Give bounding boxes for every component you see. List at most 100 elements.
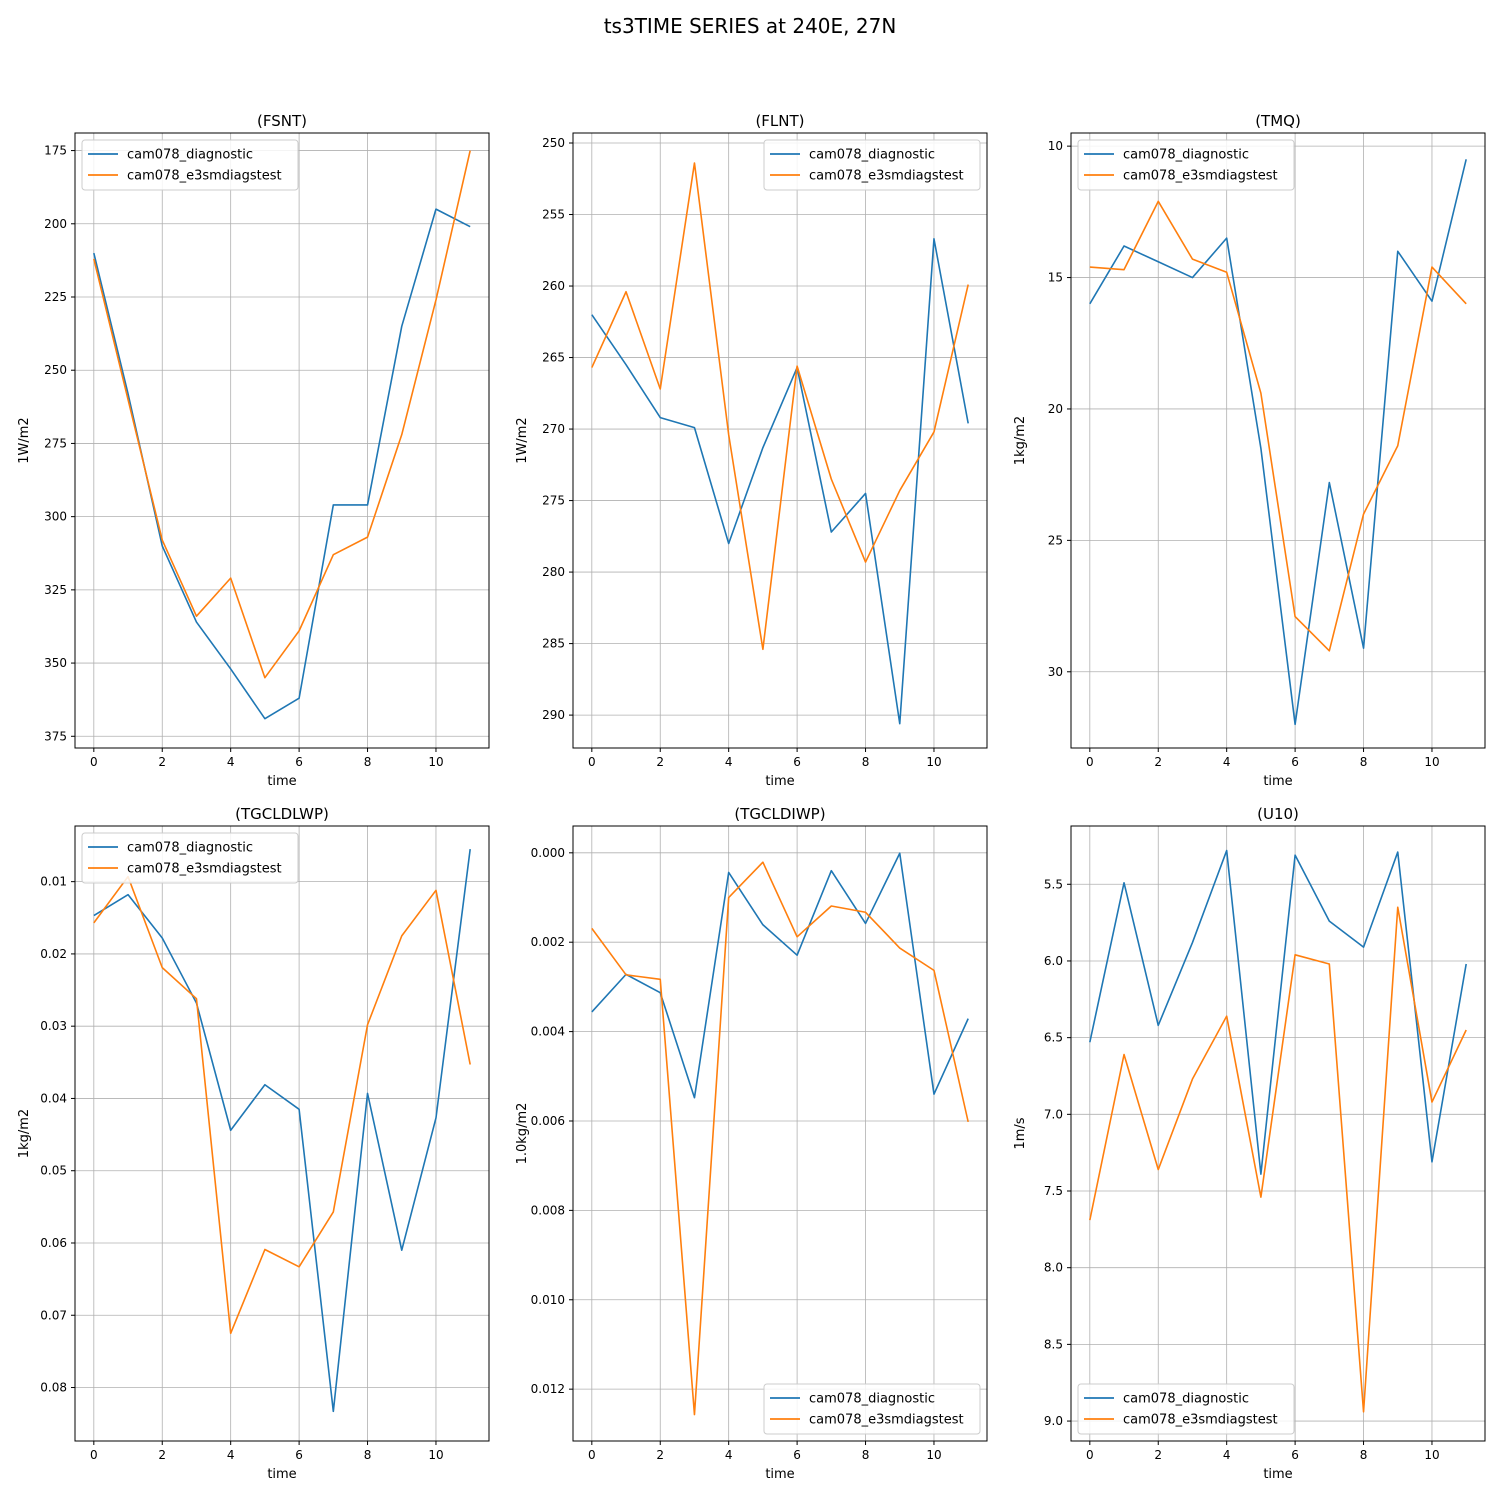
y-tick-label: 0.08 xyxy=(40,1381,67,1395)
y-axis-label: 1kg/m2 xyxy=(1013,416,1028,465)
y-axis-label: 1W/m2 xyxy=(17,417,32,463)
y-axis-label: 1W/m2 xyxy=(515,417,530,463)
x-tick-label: 6 xyxy=(1291,1448,1299,1462)
legend-label-2: cam078_e3smdiagstest xyxy=(1123,169,1278,184)
x-axis-label: time xyxy=(765,1467,794,1482)
y-tick-label: 0.004 xyxy=(531,1025,565,1039)
x-tick-label: 8 xyxy=(364,755,372,769)
legend-box xyxy=(1077,139,1295,191)
chart-title: (U10) xyxy=(1257,805,1299,823)
legend-label-1: cam078_diagnostic xyxy=(127,148,253,163)
series-line-1 xyxy=(1089,849,1467,1175)
x-tick-label: 0 xyxy=(90,1448,98,1462)
x-tick-label: 2 xyxy=(158,755,166,769)
x-tick-label: 2 xyxy=(656,755,664,769)
plot-frame xyxy=(1070,132,1486,749)
legend-label-1: cam078_diagnostic xyxy=(809,1392,935,1407)
y-tick-label: 30 xyxy=(1048,665,1063,679)
x-tick-label: 10 xyxy=(428,1448,443,1462)
series-line-2 xyxy=(1089,200,1467,652)
chart-fsnt: (FSNT) 0 2 4 6 8 10 175 200 225 250 275 300 325 350 375… xyxy=(17,112,490,789)
y-tick-label: 275 xyxy=(44,436,67,450)
chart-title: (TGCLDLWP) xyxy=(235,805,329,823)
y-tick-label: 255 xyxy=(542,208,565,222)
x-tick-label: 2 xyxy=(1154,755,1162,769)
series-line-1 xyxy=(591,852,969,1099)
x-tick-label: 0 xyxy=(90,755,98,769)
legend: cam078_diagnostic cam078_e3smdiagstest xyxy=(763,139,981,191)
plot-frame xyxy=(74,132,490,749)
legend-label-1: cam078_diagnostic xyxy=(1123,148,1249,163)
y-tick-label: 7.0 xyxy=(1044,1107,1063,1121)
y-tick-label: 0.006 xyxy=(531,1114,565,1128)
legend-box xyxy=(81,139,299,191)
y-tick-label: 15 xyxy=(1048,271,1063,285)
plot-frame xyxy=(572,132,988,749)
x-tick-label: 6 xyxy=(1291,755,1299,769)
y-tick-label: 250 xyxy=(542,136,565,150)
chart-tgcldiwp: (TGCLDIWP) 0 2 4 6 8 10 0.000 0.002 0.004 0.006 0.0… xyxy=(515,805,988,1482)
y-tick-label: 275 xyxy=(542,494,565,508)
y-tick-label: 9.0 xyxy=(1044,1414,1063,1428)
y-tick-label: 0.010 xyxy=(531,1293,565,1307)
y-tick-label: 25 xyxy=(1048,533,1063,547)
y-tick-label: 0.06 xyxy=(40,1236,67,1250)
x-tick-label: 2 xyxy=(1154,1448,1162,1462)
series-line-2 xyxy=(1089,906,1467,1413)
legend: cam078_diagnostic cam078_e3smdiagstest xyxy=(81,832,299,884)
y-tick-label: 0.012 xyxy=(531,1382,565,1396)
series-line-1 xyxy=(93,208,471,720)
x-axis-label: time xyxy=(1263,774,1292,789)
y-tick-label: 6.0 xyxy=(1044,954,1063,968)
figure-title: ts3TIME SERIES at 240E, 27N xyxy=(603,14,897,38)
y-tick-label: 300 xyxy=(44,510,67,524)
y-tick-label: 0.03 xyxy=(40,1019,67,1033)
x-tick-label: 4 xyxy=(725,1448,733,1462)
chart-title: (FLNT) xyxy=(755,112,804,130)
y-tick-label: 8.5 xyxy=(1044,1337,1063,1351)
legend-label-1: cam078_diagnostic xyxy=(127,841,253,856)
y-tick-label: 8.0 xyxy=(1044,1261,1063,1275)
x-tick-label: 10 xyxy=(1424,1448,1439,1462)
y-tick-label: 265 xyxy=(542,351,565,365)
x-tick-label: 0 xyxy=(588,755,596,769)
x-tick-label: 6 xyxy=(793,755,801,769)
y-tick-label: 0.008 xyxy=(531,1203,565,1217)
x-tick-label: 8 xyxy=(364,1448,372,1462)
x-tick-label: 10 xyxy=(926,755,941,769)
chart-title: (FSNT) xyxy=(257,112,307,130)
y-tick-label: 0.07 xyxy=(40,1308,67,1322)
plot-frame xyxy=(74,825,490,1442)
series-line-2 xyxy=(93,875,471,1335)
x-axis-label: time xyxy=(267,1467,296,1482)
x-tick-label: 4 xyxy=(227,1448,235,1462)
chart-flnt: (FLNT) 0 2 4 6 8 10 250 255 260 265 270 275 280 285 290… xyxy=(515,112,988,789)
x-tick-label: 6 xyxy=(295,1448,303,1462)
legend-box xyxy=(81,832,299,884)
legend: cam078_diagnostic cam078_e3smdiagstest xyxy=(81,139,299,191)
series-line-1 xyxy=(1089,159,1467,726)
x-tick-label: 10 xyxy=(1424,755,1439,769)
legend-label-1: cam078_diagnostic xyxy=(1123,1392,1249,1407)
chart-u10: (U10) 0 2 4 6 8 10 5.5 6.0 6.5 7.0 7.5 8.0 8.5 9.0 time… xyxy=(1013,805,1486,1482)
y-tick-label: 270 xyxy=(542,422,565,436)
x-tick-label: 4 xyxy=(1223,755,1231,769)
x-tick-label: 4 xyxy=(227,755,235,769)
series-line-2 xyxy=(591,162,969,651)
legend-box xyxy=(763,1383,981,1435)
x-axis-label: time xyxy=(1263,1467,1292,1482)
y-tick-label: 5.5 xyxy=(1044,877,1063,891)
y-tick-label: 375 xyxy=(44,729,67,743)
x-axis-label: time xyxy=(765,774,794,789)
chart-title: (TMQ) xyxy=(1255,112,1301,130)
y-axis-label: 1.0kg/m2 xyxy=(515,1103,530,1165)
legend-box xyxy=(1077,1383,1295,1435)
y-tick-label: 175 xyxy=(44,144,67,158)
x-tick-label: 0 xyxy=(588,1448,596,1462)
plot-frame xyxy=(572,825,988,1442)
legend: cam078_diagnostic cam078_e3smdiagstest xyxy=(763,1383,981,1435)
y-tick-label: 0.01 xyxy=(40,875,67,889)
series-line-2 xyxy=(93,150,471,679)
y-tick-label: 0.000 xyxy=(531,846,565,860)
